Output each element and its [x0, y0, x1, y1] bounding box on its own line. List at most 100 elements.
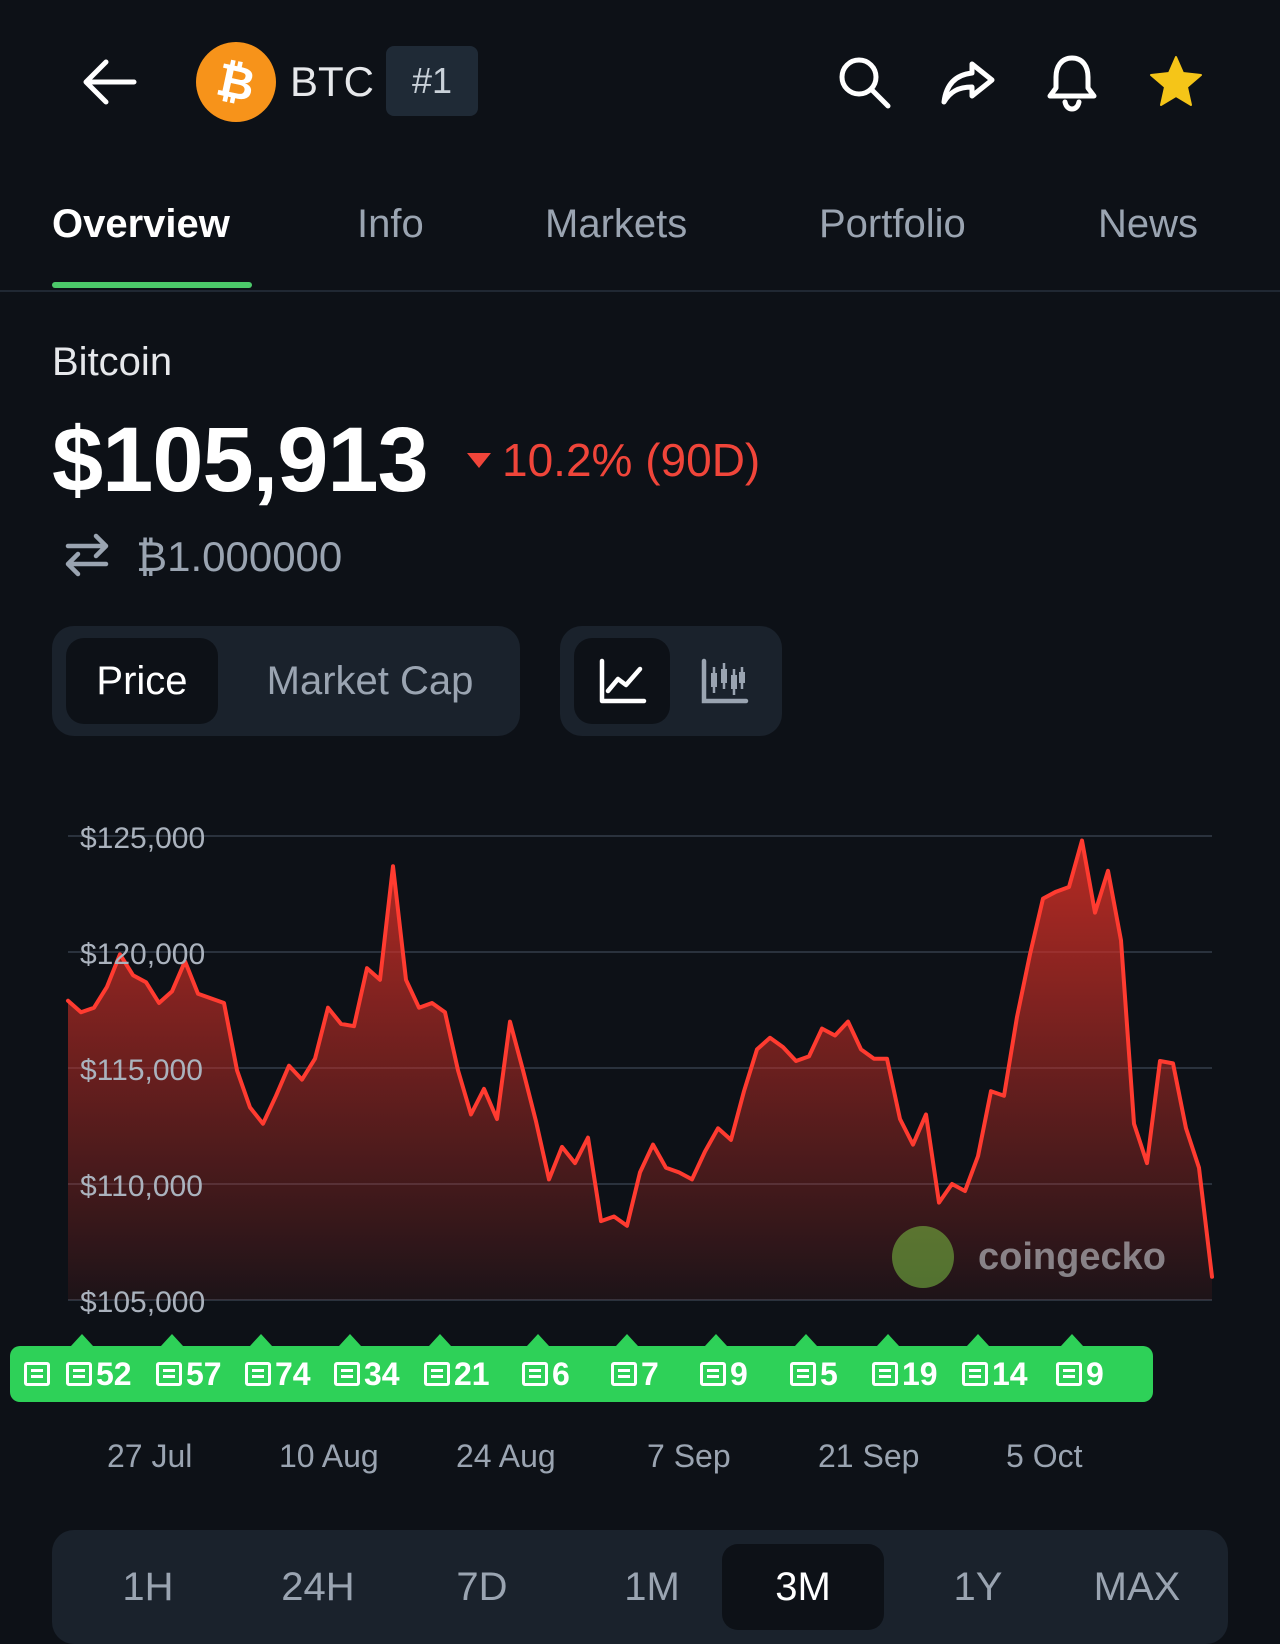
news-marker[interactable]: 6 [522, 1346, 598, 1402]
y-tick-label: $105,000 [80, 1286, 205, 1319]
newspaper-icon [334, 1362, 360, 1386]
swap-arrows-icon [65, 533, 109, 577]
newspaper-icon [156, 1362, 182, 1386]
news-marker-pointer [71, 1334, 93, 1346]
news-count: 9 [1086, 1355, 1104, 1392]
news-marker-pointer [527, 1334, 549, 1346]
news-marker-pointer [877, 1334, 899, 1346]
newspaper-icon [245, 1362, 271, 1386]
convert-button[interactable] [62, 530, 112, 580]
price-area-fill [68, 840, 1212, 1300]
x-tick-label: 24 Aug [456, 1438, 556, 1474]
news-marker-pointer [1061, 1334, 1083, 1346]
tab-portfolio[interactable]: Portfolio [819, 202, 966, 246]
current-price: $105,913 [52, 409, 429, 511]
y-tick-label: $125,000 [80, 822, 205, 855]
news-count: 9 [730, 1355, 748, 1392]
news-count: 7 [641, 1355, 659, 1392]
range-max[interactable]: MAX [1093, 1565, 1181, 1609]
range-7d[interactable]: 7D [456, 1565, 508, 1609]
news-marker-pointer [161, 1334, 183, 1346]
bitcoin-logo-icon: ₿ [196, 42, 276, 122]
tab-divider [0, 290, 1280, 292]
price-toggle[interactable]: Price [66, 638, 218, 724]
alert-button[interactable] [1042, 52, 1102, 112]
back-arrow-icon [83, 59, 137, 105]
bell-icon [1047, 55, 1097, 112]
news-marker[interactable]: 34 [334, 1346, 416, 1402]
share-button[interactable] [938, 52, 998, 112]
range-3m[interactable]: 3M [722, 1544, 884, 1630]
price-line [66, 838, 1214, 1279]
news-count: 6 [552, 1355, 570, 1392]
market-cap-toggle[interactable]: Market Cap [266, 659, 474, 703]
news-count: 14 [992, 1355, 1028, 1392]
y-tick-label: $110,000 [80, 1170, 203, 1203]
news-marker[interactable]: 57 [156, 1346, 238, 1402]
range-1y[interactable]: 1Y [953, 1565, 1003, 1609]
price-chart[interactable]: $125,000 $120,000 $115,000 $110,000 $105,000 [0, 780, 1280, 1460]
news-count: 34 [364, 1355, 400, 1392]
news-count: 19 [902, 1355, 938, 1392]
newspaper-icon [24, 1362, 50, 1386]
range-1m[interactable]: 1M [624, 1565, 680, 1609]
newspaper-icon [611, 1362, 637, 1386]
x-tick-label: 27 Jul [107, 1438, 193, 1474]
back-button[interactable] [78, 50, 142, 114]
news-marker[interactable]: 5 [790, 1346, 866, 1402]
svg-text:₿: ₿ [212, 52, 260, 113]
tab-news[interactable]: News [1098, 202, 1199, 246]
news-marker-pointer [616, 1334, 638, 1346]
newspaper-icon [700, 1362, 726, 1386]
news-marker-pointer [429, 1334, 451, 1346]
time-range-selector: 1H 24H 7D 1M 3M 1Y MAX [52, 1530, 1228, 1644]
line-chart-button[interactable] [574, 638, 670, 724]
star-icon [1150, 56, 1202, 106]
news-marker[interactable]: 7 [611, 1346, 687, 1402]
x-tick-label: 5 Oct [1006, 1438, 1083, 1474]
range-1h[interactable]: 1H [122, 1565, 174, 1609]
news-marker[interactable]: 19 [872, 1346, 954, 1402]
news-count: 21 [454, 1355, 490, 1392]
news-marker[interactable]: 21 [424, 1346, 506, 1402]
newspaper-icon [522, 1362, 548, 1386]
news-marker-pointer [705, 1334, 727, 1346]
news-count: 52 [96, 1355, 132, 1392]
newspaper-icon [1056, 1362, 1082, 1386]
tab-info[interactable]: Info [357, 202, 424, 246]
search-button[interactable] [834, 52, 894, 112]
news-count: 5 [820, 1355, 838, 1392]
y-tick-label: $115,000 [80, 1054, 203, 1087]
down-triangle-icon [467, 453, 491, 468]
rank-badge: #1 [386, 46, 478, 116]
line-chart-icon [599, 658, 647, 704]
range-24h[interactable]: 24H [281, 1565, 355, 1609]
newspaper-icon [790, 1362, 816, 1386]
coingecko-watermark: coingecko [892, 1226, 1166, 1288]
gecko-logo-icon [892, 1226, 954, 1288]
watermark-text: coingecko [978, 1235, 1166, 1278]
news-marker-pointer [795, 1334, 817, 1346]
x-tick-label: 21 Sep [818, 1438, 920, 1474]
news-count: 57 [186, 1355, 222, 1392]
price-change: 10.2% (90D) [466, 434, 760, 486]
news-marker-pointer [250, 1334, 272, 1346]
news-marker[interactable]: 9 [1056, 1346, 1138, 1402]
favorite-button[interactable] [1146, 52, 1206, 112]
news-marker[interactable]: 9 [700, 1346, 776, 1402]
news-marker-pointer [339, 1334, 361, 1346]
btc-conversion-value: ₿1.000000 [136, 533, 343, 580]
newspaper-icon [424, 1362, 450, 1386]
news-marker[interactable] [24, 1346, 52, 1402]
x-tick-label: 7 Sep [647, 1438, 731, 1474]
news-marker[interactable]: 52 [66, 1346, 148, 1402]
news-markers-strip: 52 57 74 34 21 6 7 9 5 19 14 9 [10, 1334, 1153, 1402]
tab-markets[interactable]: Markets [545, 202, 688, 246]
news-marker[interactable]: 14 [962, 1346, 1044, 1402]
tab-overview[interactable]: Overview [52, 202, 230, 246]
news-marker[interactable]: 74 [245, 1346, 327, 1402]
price-change-value: 10.2% (90D) [502, 434, 761, 486]
newspaper-icon [872, 1362, 898, 1386]
candlestick-chart-button[interactable] [676, 638, 772, 724]
coin-name: Bitcoin [52, 340, 173, 384]
